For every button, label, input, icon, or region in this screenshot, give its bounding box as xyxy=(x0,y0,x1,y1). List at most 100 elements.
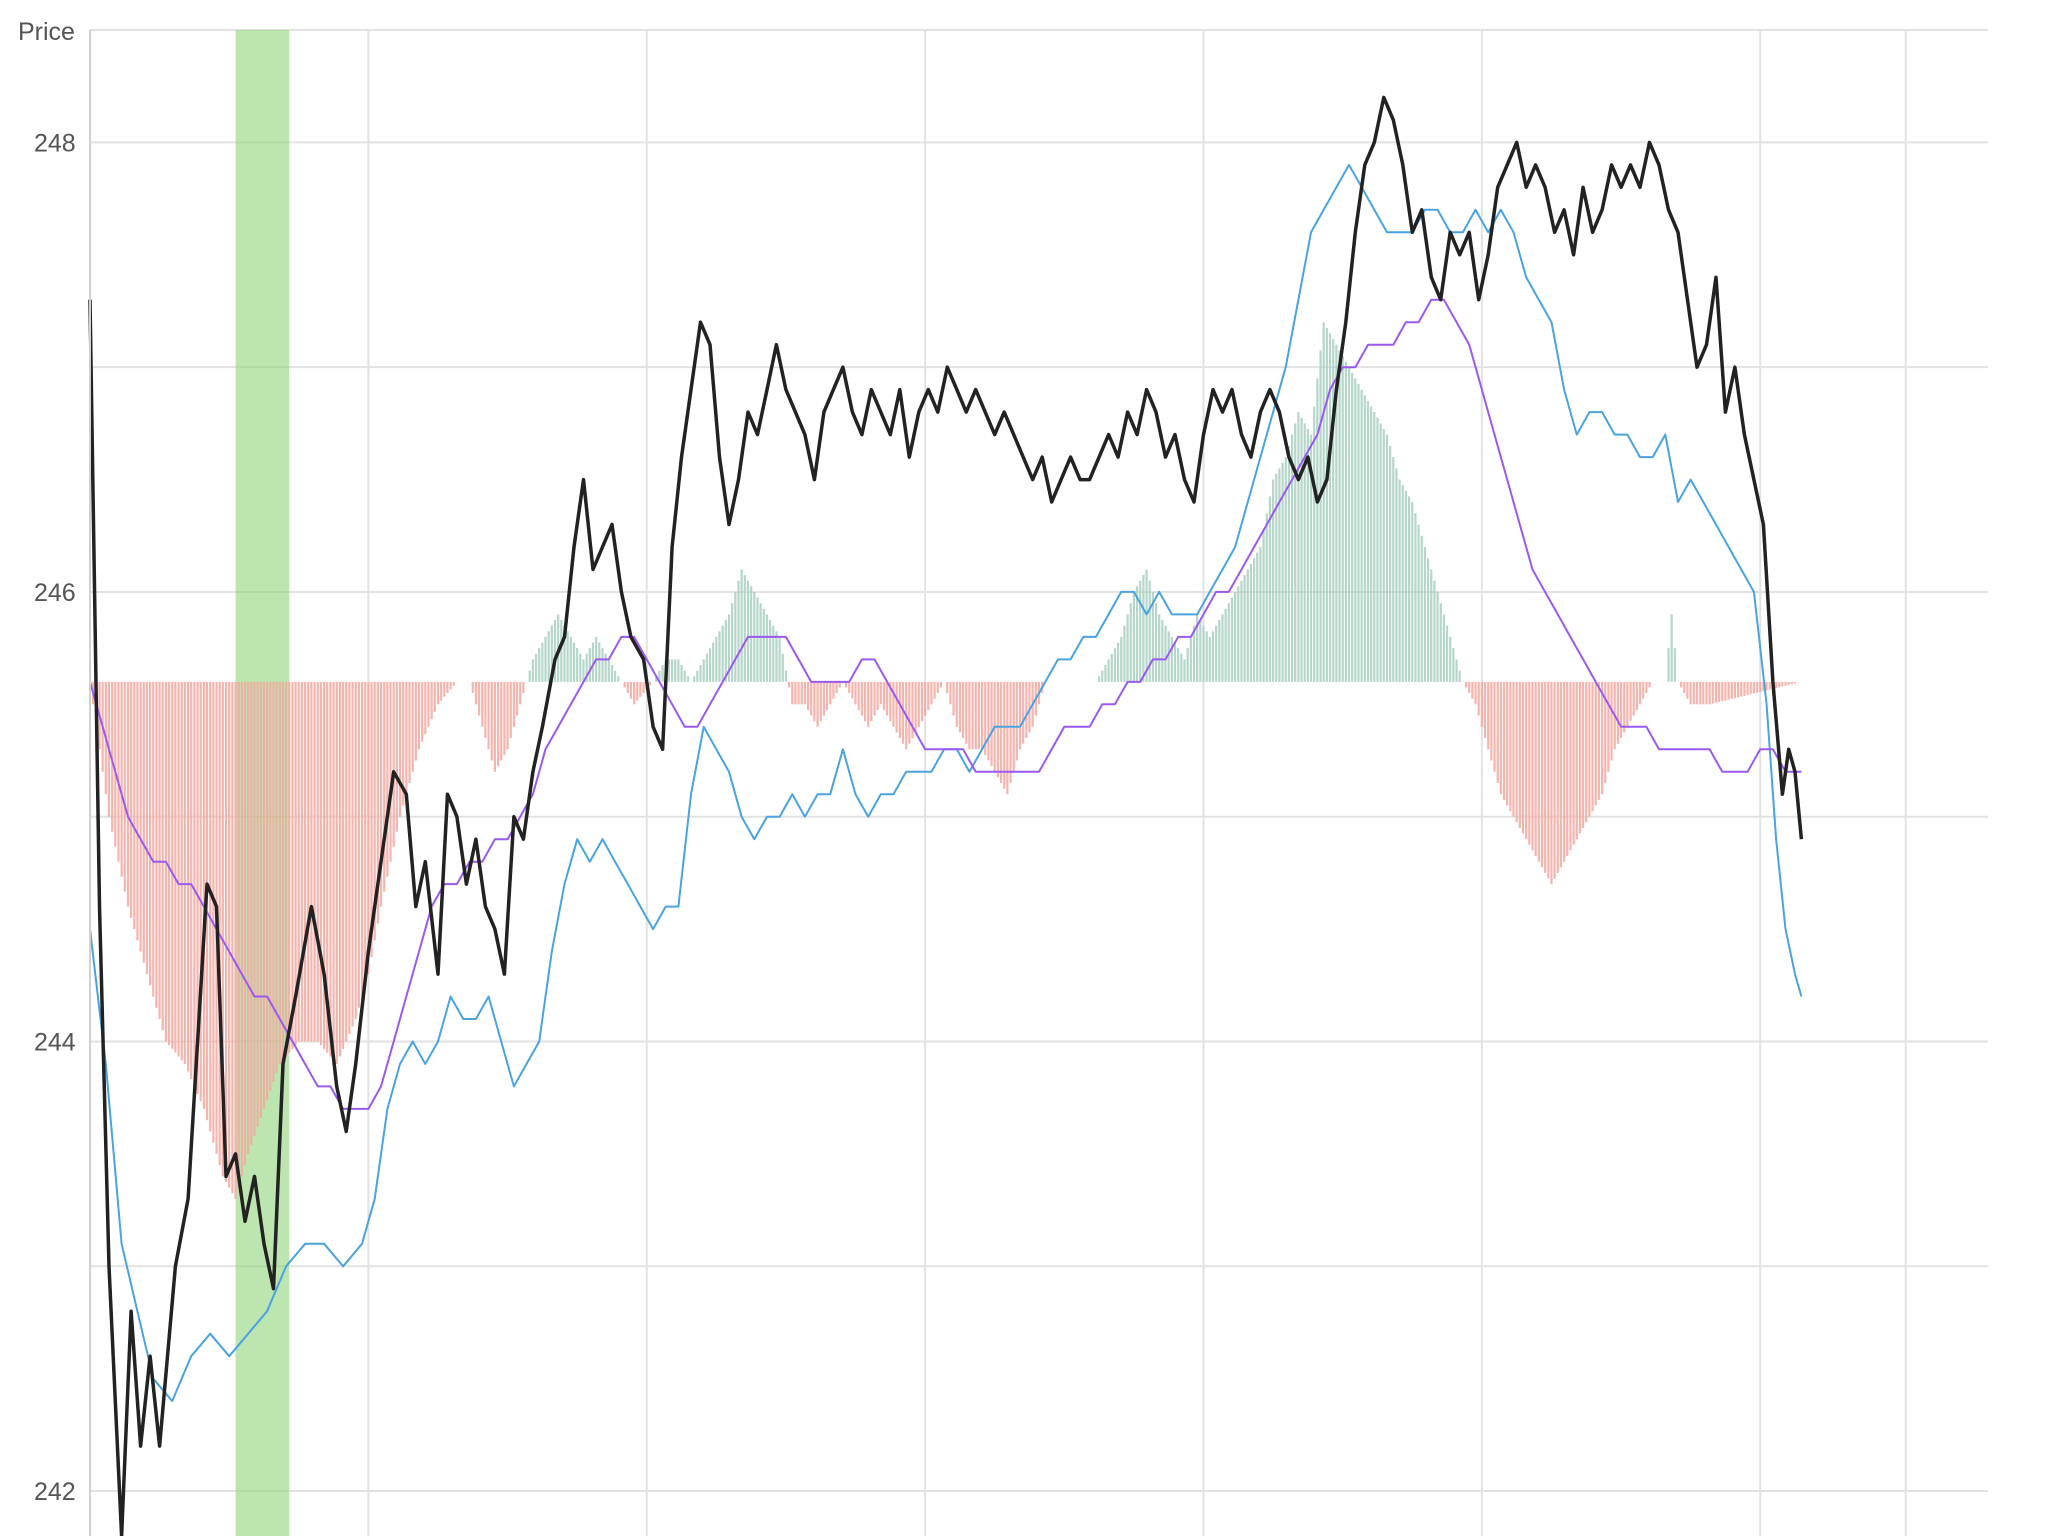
histogram-bar xyxy=(639,681,642,697)
histogram-bar xyxy=(243,681,247,1166)
histogram-bar xyxy=(987,681,990,761)
histogram-bar xyxy=(1414,513,1417,682)
histogram-bar xyxy=(1506,681,1509,806)
histogram-bar xyxy=(784,670,788,682)
histogram-bar xyxy=(148,681,152,986)
histogram-bar xyxy=(623,681,626,688)
histogram-bar xyxy=(1297,412,1300,682)
histogram-bar xyxy=(908,681,911,744)
histogram-bar xyxy=(1003,681,1006,789)
histogram-bar xyxy=(316,681,319,1042)
histogram-bar xyxy=(1161,620,1164,682)
histogram-bar xyxy=(272,681,275,1082)
histogram-bar xyxy=(1575,681,1578,840)
histogram-bar xyxy=(357,681,360,1008)
histogram-bar xyxy=(750,586,753,682)
histogram-bar xyxy=(373,681,376,941)
histogram-bar xyxy=(617,676,620,682)
histogram-bar xyxy=(1303,423,1306,682)
histogram-bar xyxy=(892,681,895,727)
histogram-bar xyxy=(933,681,936,699)
histogram-bar xyxy=(832,681,835,699)
histogram-bar xyxy=(1597,681,1601,800)
histogram-bar xyxy=(677,659,680,682)
histogram-bar xyxy=(1553,681,1556,879)
histogram-bar xyxy=(218,681,221,1166)
histogram-bar xyxy=(1243,575,1246,682)
histogram-bar xyxy=(224,681,228,1182)
histogram-bar xyxy=(1474,681,1477,705)
histogram-bar xyxy=(130,681,133,918)
histogram-bar xyxy=(506,681,509,750)
histogram-bar xyxy=(402,681,405,806)
histogram-bar xyxy=(1104,664,1107,682)
highlight-band-layer xyxy=(235,30,290,1536)
histogram-bar xyxy=(1569,681,1572,851)
histogram-bar xyxy=(920,681,924,722)
histogram-bar xyxy=(1544,681,1547,873)
histogram-bar xyxy=(1581,681,1585,828)
histogram-bar xyxy=(1196,614,1199,682)
histogram-bar xyxy=(424,681,427,735)
histogram-bar xyxy=(974,681,977,750)
histogram-bar xyxy=(566,631,569,682)
histogram-bar xyxy=(696,670,699,682)
histogram-bar xyxy=(876,681,879,710)
histogram-bar xyxy=(1360,389,1363,682)
histogram-bar xyxy=(360,681,364,997)
histogram-bar xyxy=(1420,535,1423,682)
histogram-bar xyxy=(743,575,746,682)
histogram-bar xyxy=(114,681,117,847)
histogram-bar xyxy=(1559,681,1563,868)
histogram-bar xyxy=(914,681,917,733)
histogram-bar xyxy=(1793,681,1797,684)
histogram-bar xyxy=(1686,681,1689,699)
histogram-bar xyxy=(1578,681,1582,834)
histogram-bar xyxy=(171,681,174,1049)
histogram-bar xyxy=(471,681,474,694)
histogram-bar xyxy=(977,681,981,750)
histogram-bar xyxy=(1382,428,1385,682)
histogram-bar xyxy=(1442,614,1446,682)
histogram-bar xyxy=(1227,603,1230,682)
histogram-bar xyxy=(1711,681,1714,704)
histogram-bar xyxy=(1778,681,1781,688)
histogram-bar xyxy=(1199,620,1202,682)
histogram-bar xyxy=(522,681,525,694)
histogram-bar xyxy=(648,681,652,686)
histogram-bar xyxy=(509,681,512,739)
histogram-bar xyxy=(898,681,901,739)
histogram-bar xyxy=(1145,569,1148,682)
histogram-bar xyxy=(1468,681,1471,694)
histogram-bar xyxy=(854,681,857,705)
histogram-bar xyxy=(560,620,563,682)
histogram-bar xyxy=(806,681,810,710)
histogram-bar xyxy=(1499,681,1502,795)
lines-layer xyxy=(88,95,1804,1536)
histogram-bar xyxy=(288,681,291,1053)
histogram-bar xyxy=(636,681,639,701)
histogram-bar xyxy=(1423,546,1427,682)
histogram-bar xyxy=(1373,412,1376,682)
histogram-bar xyxy=(863,681,867,722)
histogram-bar xyxy=(1749,681,1752,695)
histogram-bar xyxy=(1699,681,1702,705)
histogram-bar xyxy=(1616,681,1619,744)
histogram-bar xyxy=(136,681,139,941)
histogram-bar xyxy=(721,625,724,682)
histogram-bar xyxy=(199,681,202,1102)
histogram-bar xyxy=(1366,400,1370,682)
histogram-bar xyxy=(1376,417,1379,682)
histogram-bar xyxy=(329,681,332,1057)
histogram-bar xyxy=(1202,625,1205,682)
histogram-bar xyxy=(126,681,130,907)
histogram-bar xyxy=(310,681,313,1042)
histogram-bar xyxy=(1123,625,1126,682)
histogram-bar xyxy=(541,642,544,682)
histogram-bar xyxy=(1237,586,1240,682)
histogram-bar xyxy=(544,636,547,682)
histogram-bar xyxy=(1186,648,1189,682)
histogram-bar xyxy=(870,681,873,722)
histogram-bar xyxy=(829,681,832,705)
